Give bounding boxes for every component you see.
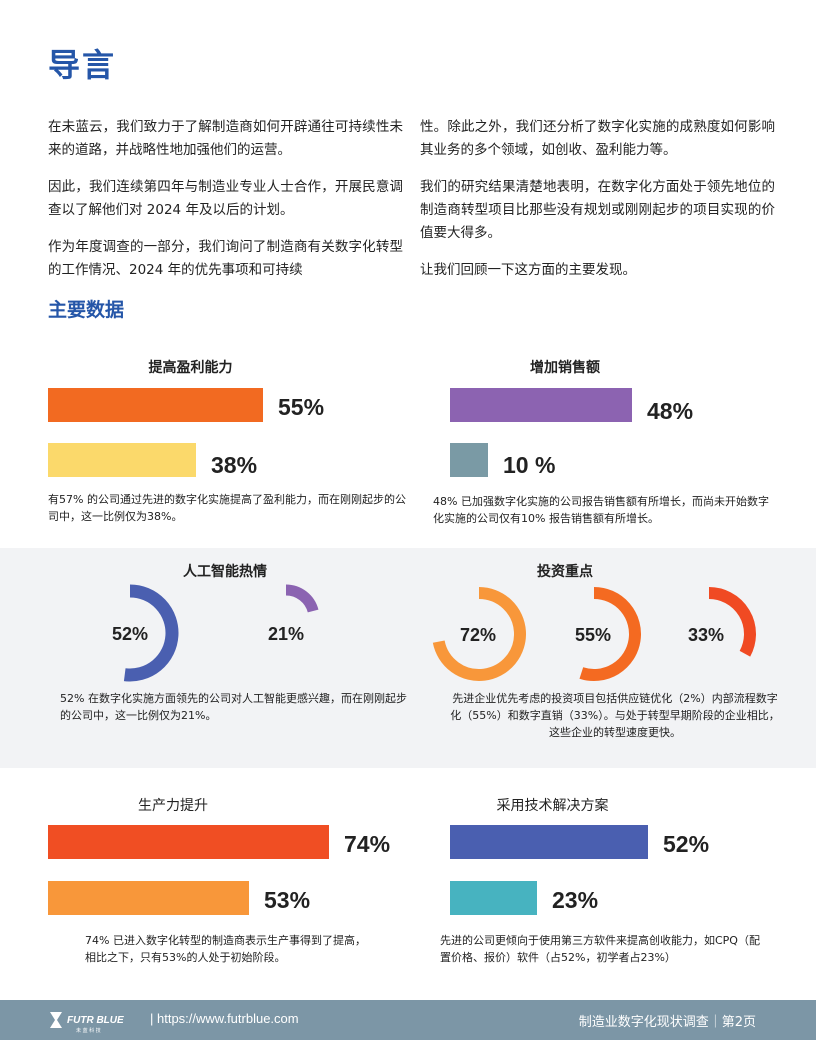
intro-paragraph: 让我们回顾一下这方面的主要发现。 [420,262,636,278]
donut-arc [432,587,526,681]
bar-label: 53% [264,887,311,913]
page-title: 导言 [48,46,117,84]
donut-section-background [0,548,816,768]
footer-url-link[interactable]: | https://www.futrblue.com [150,1011,299,1026]
logo-icon: FUTR BLUE 未 蓝 科 技 [50,1012,124,1034]
intro-right-column: 性。除此之外，我们还分析了数字化实施的成熟度如何影响其业务的多个领域，如创收、盈… [420,116,775,296]
intro-paragraph: 性。除此之外，我们还分析了数字化实施的成熟度如何影响其业务的多个领域，如创收、盈… [420,119,775,158]
chart-title-profitability: 提高盈利能力 [148,360,233,376]
chart-note-investment: 先进企业优先考虑的投资项目包括供应链优化（2%）内部流程数字化（55%）和数字直… [450,692,780,739]
chart-note-technology: 先进的公司更倾向于使用第三方软件来提高创收能力，如CPQ（配置价格、报价）软件（… [440,934,760,964]
intro-left-column: 在未蓝云，我们致力于了解制造商如何开辟通往可持续性未来的道路，并战略性地加强他们… [48,116,403,296]
donut-arc [708,587,756,657]
chart-title-investment: 投资重点 [537,564,593,580]
section-title: 主要数据 [48,299,125,321]
bar-label: 10 % [503,452,556,478]
bar-label: 38% [211,452,258,478]
donut-label: 55% [575,625,612,645]
intro-paragraph: 我们的研究结果清楚地表明，在数字化方面处于领先地位的制造商转型项目比那些没有规划… [420,179,775,241]
intro-paragraph: 在未蓝云，我们致力于了解制造商如何开辟通往可持续性未来的道路，并战略性地加强他们… [48,119,403,158]
bar-productivity-beginner [48,881,249,915]
bar-sales-advanced [450,388,632,422]
chart-title-sales: 增加销售额 [530,360,600,376]
donut-arc [285,584,319,613]
bar-label: 48% [647,398,694,424]
logo-subtext: 未 蓝 科 技 [76,1027,101,1034]
bar-productivity-advanced [48,825,329,859]
footer-page-info: 制造业数字化现状调查｜第2页 [578,1015,756,1030]
company-logo: FUTR BLUE 未 蓝 科 技 [48,1008,146,1034]
chart-note-ai: 52% 在数字化实施方面领先的公司对人工智能更感兴趣，而在刚刚起步的公司中，这一… [60,692,407,722]
bar-profitability-advanced [48,388,263,422]
bar-sales-beginner [450,443,488,477]
intro-paragraph: 作为年度调查的一部分，我们询问了制造商有关数字化转型的工作情况、2024 年的优… [48,239,403,278]
footer-bar [0,1000,816,1040]
donut-label: 52% [112,624,149,644]
chart-note-productivity: 74% 已进入数字化转型的制造商表示生产事得到了提高，相比之下，只有53%的人处… [85,934,366,964]
bar-technology-advanced [450,825,648,859]
logo-text: FUTR BLUE [67,1015,124,1026]
chart-note-sales: 48% 已加强数字化实施的公司报告销售额有所增长，而尚未开始数字化实施的公司仅有… [433,495,769,525]
chart-title-ai: 人工智能热情 [183,564,267,580]
bar-label: 23% [552,887,599,913]
donut-label: 33% [688,625,725,645]
donut-arc [579,587,641,681]
bar-label: 55% [278,394,325,420]
bar-profitability-beginner [48,443,196,477]
donut-arc [123,584,179,682]
bar-label: 52% [663,831,710,857]
chart-title-technology: 采用技术解决方案 [496,798,609,814]
chart-title-productivity: 生产力提升 [138,798,208,814]
donut-charts [123,584,756,682]
donut-label: 21% [268,624,305,644]
intro-paragraph: 因此，我们连续第四年与制造业专业人士合作，开展民意调查以了解他们对 2024 年… [48,179,403,218]
bar-technology-beginner [450,881,537,915]
donut-label: 72% [460,625,497,645]
chart-note-profitability: 有57% 的公司通过先进的数字化实施提高了盈利能力，而在刚刚起步的公司中，这一比… [48,493,406,523]
bar-label: 74% [344,831,391,857]
